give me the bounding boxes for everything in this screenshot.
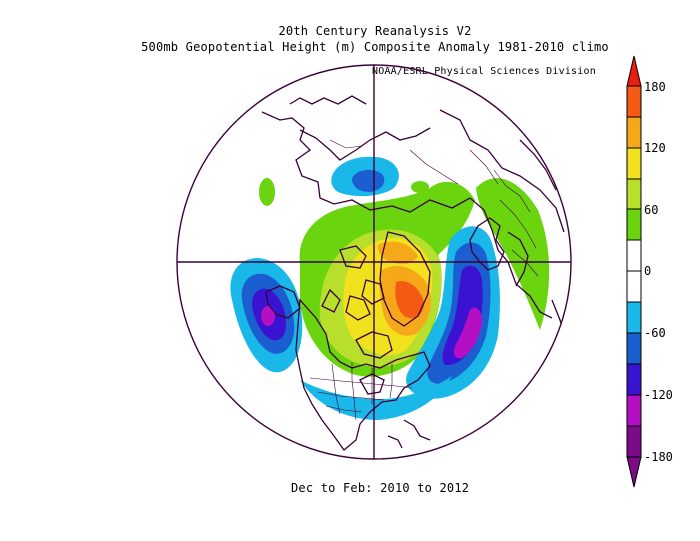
- credit-label: NOAA/ESRL Physical Sciences Division: [372, 66, 596, 77]
- anomaly-field: [230, 156, 550, 420]
- period-label: Dec to Feb: 2010 to 2012: [291, 481, 470, 495]
- colorbar-tick: -120: [644, 388, 673, 402]
- colorbar-seg: [626, 239, 642, 272]
- colorbar-seg: [626, 270, 642, 303]
- colorbar-arrow-top: [626, 55, 642, 87]
- colorbar-seg: [626, 363, 642, 396]
- colorbar-seg: [626, 147, 642, 180]
- coastlines: [261, 95, 567, 451]
- plot-subtitle: 500mb Geopotential Height (m) Composite …: [141, 40, 609, 54]
- colorbar-tick: 0: [644, 264, 652, 278]
- colorbar-seg: [626, 301, 642, 334]
- colorbar-tick: -180: [644, 450, 673, 464]
- colorbar-seg: [626, 394, 642, 427]
- colorbar-arrow-bottom: [626, 456, 642, 488]
- colorbar-tick: 180: [644, 80, 666, 94]
- colorbar-seg: [626, 425, 642, 458]
- colorbar-seg: [626, 208, 642, 241]
- colorbar-seg: [626, 85, 642, 118]
- colorbar-seg: [626, 178, 642, 210]
- negative-anomaly: [230, 156, 500, 420]
- colorbar-tick: 120: [644, 141, 666, 155]
- colorbar-tick: -60: [644, 326, 666, 340]
- colorbar-seg: [626, 116, 642, 149]
- colorbar-tick: 60: [644, 203, 659, 217]
- map-frame: [176, 64, 572, 460]
- positive-anomaly: [259, 178, 550, 377]
- colorbar-seg: [626, 332, 642, 365]
- plot-title: 20th Century Reanalysis V2: [278, 24, 472, 38]
- colorbar: [626, 55, 642, 488]
